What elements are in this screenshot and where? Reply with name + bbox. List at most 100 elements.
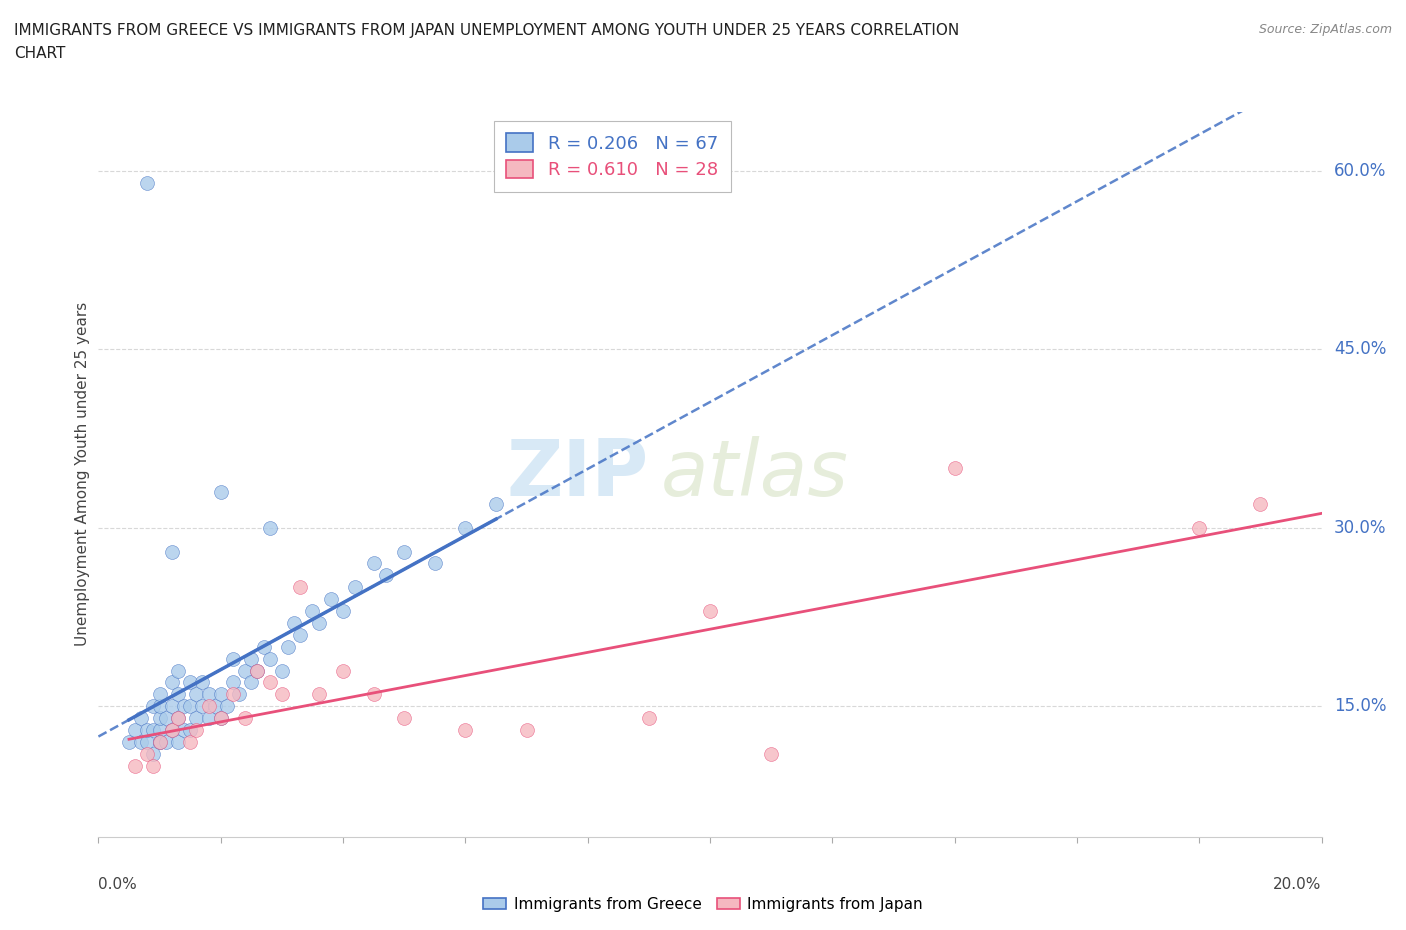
Point xyxy=(209,711,232,725)
Point xyxy=(142,698,165,713)
Point xyxy=(124,723,146,737)
Point xyxy=(252,639,274,654)
Point xyxy=(142,746,165,761)
Point xyxy=(167,711,190,725)
Point xyxy=(392,544,416,559)
Point xyxy=(240,675,263,690)
Point xyxy=(136,735,159,750)
Point xyxy=(1188,521,1211,536)
Text: 30.0%: 30.0% xyxy=(1334,519,1386,537)
Point xyxy=(209,711,232,725)
Point xyxy=(191,698,214,713)
Text: atlas: atlas xyxy=(661,436,849,512)
Point xyxy=(149,735,172,750)
Legend: Immigrants from Greece, Immigrants from Japan: Immigrants from Greece, Immigrants from … xyxy=(477,891,929,918)
Point xyxy=(332,663,354,678)
Point xyxy=(186,723,208,737)
Point xyxy=(392,711,416,725)
Point xyxy=(149,687,172,702)
Point xyxy=(233,711,256,725)
Point xyxy=(699,604,721,618)
Point xyxy=(197,698,219,713)
Point xyxy=(363,687,385,702)
Point xyxy=(209,687,232,702)
Legend: R = 0.206   N = 67, R = 0.610   N = 28: R = 0.206 N = 67, R = 0.610 N = 28 xyxy=(494,121,731,192)
Point xyxy=(222,651,245,666)
Point xyxy=(283,616,305,631)
Point xyxy=(136,176,159,191)
Point xyxy=(454,521,477,536)
Point xyxy=(197,687,219,702)
Point xyxy=(186,711,208,725)
Text: ZIP: ZIP xyxy=(506,436,648,512)
Point xyxy=(259,675,281,690)
Point xyxy=(228,687,250,702)
Point xyxy=(186,687,208,702)
Point xyxy=(167,687,190,702)
Point xyxy=(943,461,966,476)
Point xyxy=(142,723,165,737)
Point xyxy=(516,723,538,737)
Point xyxy=(270,663,292,678)
Point xyxy=(136,723,159,737)
Point xyxy=(167,663,190,678)
Point xyxy=(179,675,201,690)
Point xyxy=(246,663,269,678)
Point xyxy=(124,758,146,773)
Point xyxy=(160,723,183,737)
Point xyxy=(167,711,190,725)
Point xyxy=(118,735,141,750)
Point xyxy=(1249,497,1271,512)
Point xyxy=(149,735,172,750)
Text: 0.0%: 0.0% xyxy=(98,877,138,892)
Point xyxy=(759,746,782,761)
Point xyxy=(259,521,281,536)
Point xyxy=(179,723,201,737)
Point xyxy=(290,579,312,594)
Point xyxy=(246,663,269,678)
Point xyxy=(637,711,661,725)
Text: Source: ZipAtlas.com: Source: ZipAtlas.com xyxy=(1258,23,1392,36)
Point xyxy=(173,698,195,713)
Point xyxy=(319,591,342,606)
Point xyxy=(332,604,354,618)
Text: 20.0%: 20.0% xyxy=(1274,877,1322,892)
Text: 15.0%: 15.0% xyxy=(1334,698,1386,715)
Point xyxy=(179,735,201,750)
Point xyxy=(215,698,238,713)
Point xyxy=(136,746,159,761)
Point xyxy=(290,628,312,643)
Point xyxy=(363,556,385,571)
Point xyxy=(191,675,214,690)
Point xyxy=(209,485,232,499)
Point xyxy=(308,687,330,702)
Point xyxy=(149,698,172,713)
Point xyxy=(277,639,299,654)
Point xyxy=(374,568,396,583)
Point xyxy=(240,651,263,666)
Point xyxy=(149,723,172,737)
Point xyxy=(129,711,152,725)
Point xyxy=(179,698,201,713)
Point xyxy=(204,698,226,713)
Y-axis label: Unemployment Among Youth under 25 years: Unemployment Among Youth under 25 years xyxy=(75,302,90,646)
Point xyxy=(160,723,183,737)
Text: 60.0%: 60.0% xyxy=(1334,162,1386,180)
Point xyxy=(485,497,508,512)
Point xyxy=(160,675,183,690)
Point xyxy=(344,579,367,594)
Point xyxy=(160,698,183,713)
Point xyxy=(149,711,172,725)
Point xyxy=(160,544,183,559)
Point xyxy=(270,687,292,702)
Point xyxy=(155,735,177,750)
Point xyxy=(149,735,172,750)
Point xyxy=(155,711,177,725)
Point xyxy=(167,735,190,750)
Point xyxy=(423,556,446,571)
Text: CHART: CHART xyxy=(14,46,66,61)
Text: IMMIGRANTS FROM GREECE VS IMMIGRANTS FROM JAPAN UNEMPLOYMENT AMONG YOUTH UNDER 2: IMMIGRANTS FROM GREECE VS IMMIGRANTS FRO… xyxy=(14,23,959,38)
Point xyxy=(233,663,256,678)
Point xyxy=(173,723,195,737)
Point xyxy=(308,616,330,631)
